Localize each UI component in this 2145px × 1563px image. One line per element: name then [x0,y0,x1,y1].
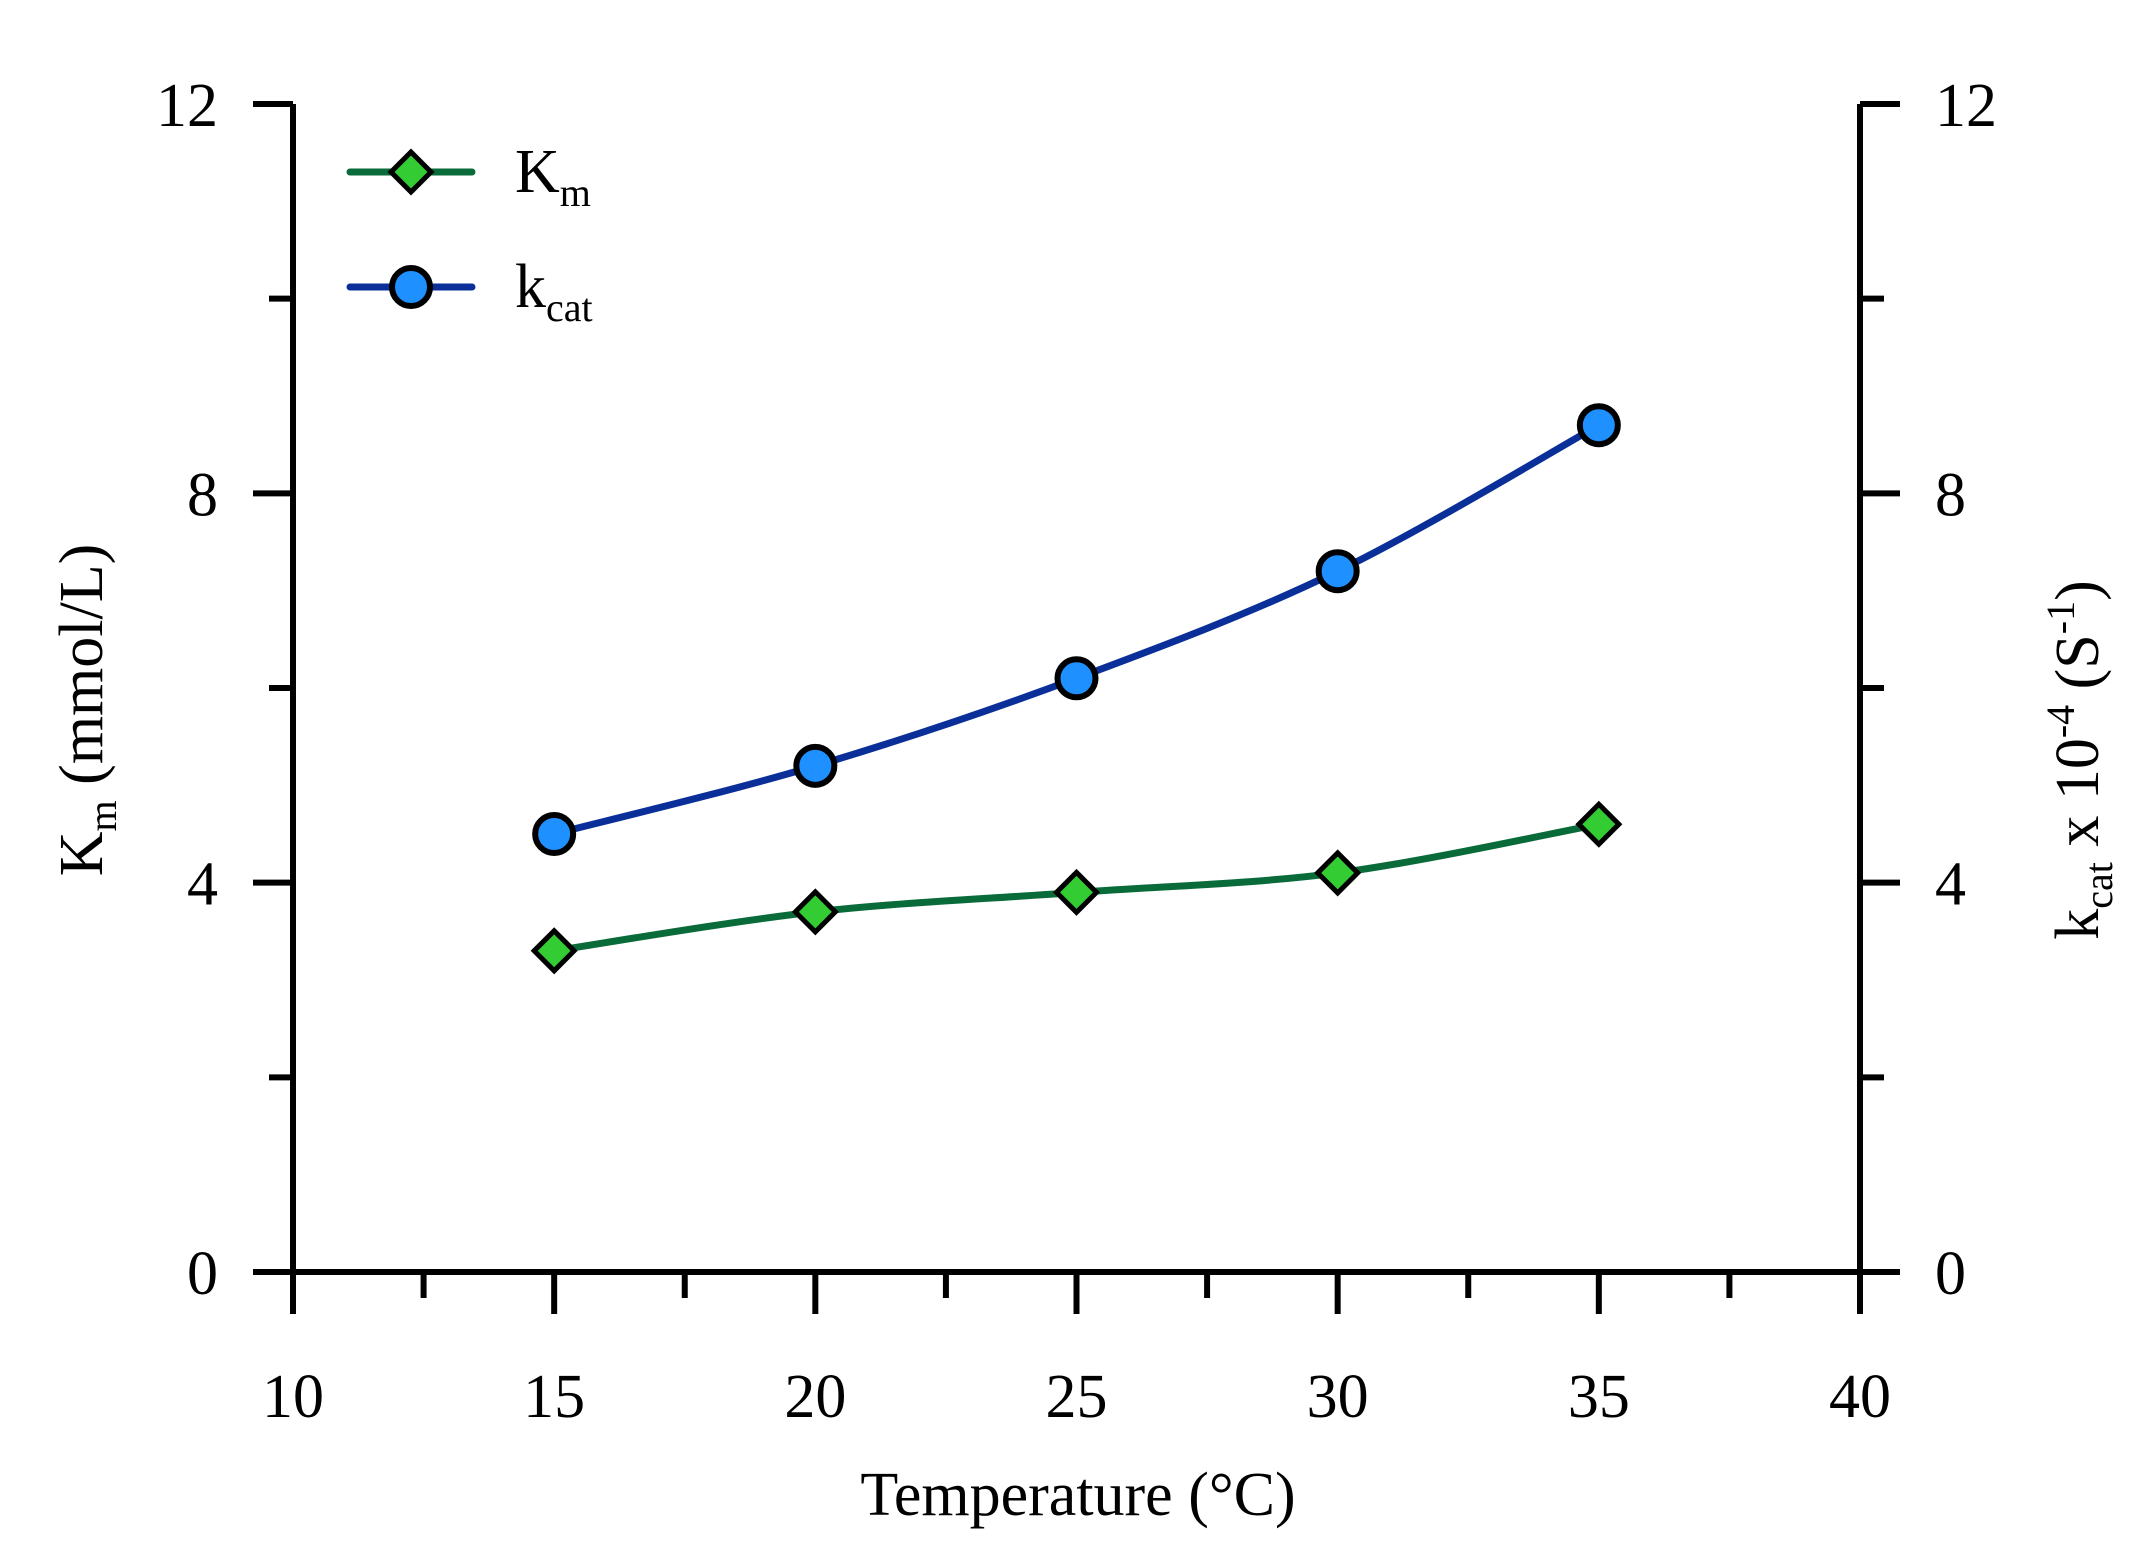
y-axis-title-rest: (mmol/L) [48,544,116,801]
x-tick-label: 35 [1568,1363,1630,1431]
data-point-Km [530,927,578,975]
y-tick-label: 0 [187,1240,218,1308]
y2-tick-label: 12 [1935,72,1997,140]
legend-entry-kcat: kcat [346,253,593,330]
y2-axis-title-main: k [2044,909,2112,940]
data-point-Km [1575,800,1623,848]
data-point-kcat [1315,549,1360,594]
legend-label-kcat: kcat [515,253,593,330]
series-kcat [532,403,1621,856]
legend-label-Km: Km [515,138,591,215]
series-line-kcat [550,421,1603,838]
x-tick-label: 40 [1829,1363,1891,1431]
x-axis-title: Temperature (°C) [860,1461,1295,1529]
data-point-kcat [1576,403,1621,448]
y2-axis-title-mid: x 10 [2044,738,2112,862]
x-tick-label: 15 [523,1363,585,1431]
x-tick-label: 30 [1307,1363,1369,1431]
data-point-Km [1052,868,1101,916]
legend-label-sub: cat [546,285,593,330]
y-tick-label: 8 [187,461,218,529]
legend-marker-Km [387,148,435,196]
legend-label-main: K [515,138,560,206]
data-point-kcat [532,812,577,856]
data-point-kcat [793,743,838,788]
x-tick-label: 10 [262,1363,324,1431]
ticks: 10 15 20 25 30 35 40 0 4 8 12 0 4 8 12 [156,72,1997,1431]
data-point-kcat [1054,656,1099,701]
y2-axis-title-sub: cat [2076,862,2121,909]
series-layer [530,403,1623,975]
y-axis-title-sub: m [80,800,125,831]
y-axis-title: Km (mmol/L) [48,544,125,876]
y2-axis-title: kcat x 10-4 (S-1) [2038,580,2121,940]
y2-axis-title-sup2: -1 [2038,601,2083,634]
y2-axis-title-end: ) [2044,580,2112,601]
y-tick-label: 4 [187,851,218,919]
data-point-Km [1314,849,1362,897]
y2-tick-label: 0 [1935,1240,1966,1308]
legend-entry-Km: Km [346,138,591,215]
legend-label-sub: m [560,170,591,215]
legend-marker-kcat [389,265,433,309]
y2-tick-label: 4 [1935,851,1966,919]
y2-axis-title-sup: -4 [2038,705,2083,738]
data-point-Km [791,888,839,936]
x-tick-label: 25 [1046,1363,1108,1431]
legend-label-main: k [515,253,546,321]
series-Km [530,800,1623,975]
x-tick-label: 20 [784,1363,846,1431]
y-tick-label: 12 [156,72,218,140]
y2-axis-title-rest2: (S [2044,634,2112,705]
y-axis-title-main: K [48,831,116,876]
y2-tick-label: 8 [1935,461,1966,529]
